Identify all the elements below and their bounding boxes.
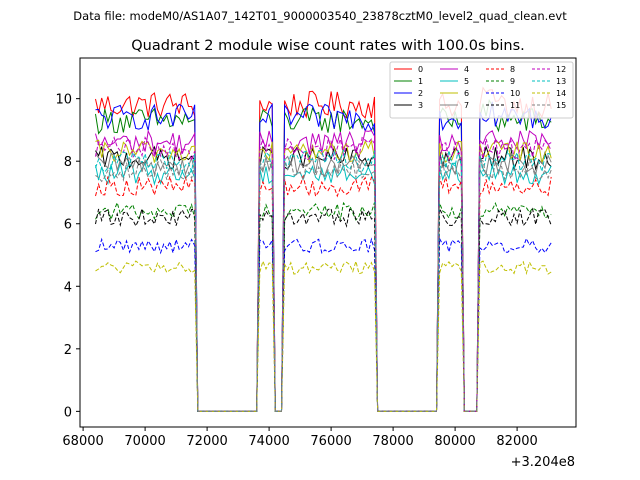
legend-label-7: 7 <box>464 101 469 110</box>
y-tick-label: 0 <box>64 405 72 420</box>
series-line-8 <box>95 174 552 412</box>
legend-label-14: 14 <box>556 89 566 98</box>
series-line-7 <box>95 152 552 412</box>
x-tick-label: 78000 <box>372 434 413 449</box>
legend-label-13: 13 <box>556 77 566 86</box>
y-tick-label: 10 <box>55 93 72 108</box>
series-line-3 <box>95 145 552 412</box>
x-tick-label: 68000 <box>62 434 103 449</box>
x-tick-label: 70000 <box>124 434 165 449</box>
legend-box <box>389 61 574 119</box>
legend-label-3: 3 <box>418 101 423 110</box>
y-axis: 0 2 4 6 8 10 <box>55 93 80 420</box>
series-line-14 <box>95 259 552 412</box>
y-tick-label: 8 <box>64 155 72 170</box>
legend-label-4: 4 <box>464 65 469 74</box>
chart-suptitle: Data file: modeM0/AS1A07_142T01_90000035… <box>73 9 567 23</box>
legend-label-2: 2 <box>418 89 423 98</box>
legend-label-0: 0 <box>418 65 423 74</box>
series-line-6 <box>95 139 552 412</box>
series-line-13 <box>95 149 552 412</box>
plot-lines <box>95 86 552 412</box>
series-line-15 <box>95 158 552 412</box>
legend-label-9: 9 <box>510 77 515 86</box>
legend-label-6: 6 <box>464 89 469 98</box>
y-tick-label: 6 <box>64 218 72 233</box>
x-axis: 68000 70000 72000 74000 76000 78000 80000 82000 <box>62 427 538 449</box>
series-line-11 <box>95 207 552 412</box>
series-line-9 <box>95 201 552 412</box>
chart-title: Quadrant 2 module wise count rates with … <box>131 38 525 54</box>
x-tick-label: 74000 <box>248 434 289 449</box>
y-tick-label: 2 <box>64 343 72 358</box>
series-line-12 <box>95 136 552 412</box>
x-tick-label: 82000 <box>496 434 537 449</box>
legend-label-8: 8 <box>510 65 515 74</box>
series-line-0 <box>95 86 552 412</box>
x-tick-label: 80000 <box>434 434 475 449</box>
legend-label-11: 11 <box>510 101 520 110</box>
series-line-5 <box>95 161 552 412</box>
plot-frame <box>79 57 577 428</box>
legend-label-5: 5 <box>464 77 469 86</box>
legend-label-10: 10 <box>510 89 520 98</box>
y-tick-label: 4 <box>64 280 72 295</box>
legend-label-1: 1 <box>418 77 423 86</box>
legend-label-15: 15 <box>556 101 566 110</box>
x-tick-label: 76000 <box>310 434 351 449</box>
legend-label-12: 12 <box>556 65 566 74</box>
x-offset-label: +3.204e8 <box>511 455 575 470</box>
series-line-2 <box>95 101 552 412</box>
x-tick-label: 72000 <box>186 434 227 449</box>
